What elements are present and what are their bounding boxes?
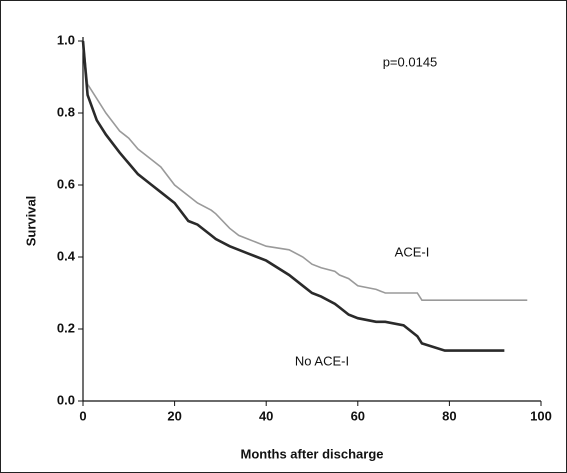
survival-line	[82, 40, 528, 301]
x-tick-label: 20	[167, 408, 181, 423]
annotation: No ACE-I	[295, 353, 349, 368]
x-axis-title: Months after discharge	[240, 446, 383, 461]
y-tick-label: 1.0	[57, 32, 75, 47]
x-tick-label: 0	[79, 408, 86, 423]
y-tick-label: 0.6	[57, 176, 75, 191]
x-tick-label: 100	[530, 408, 552, 423]
x-tick-label: 60	[351, 408, 365, 423]
y-axis-title: Survival	[23, 196, 38, 247]
x-tick-label: 80	[442, 408, 456, 423]
survival-line	[81, 40, 505, 352]
y-tick-label: 0.4	[57, 248, 76, 263]
y-tick-label: 0.2	[57, 320, 75, 335]
y-tick-label: 0.0	[57, 392, 75, 407]
annotation: p=0.0145	[383, 54, 438, 69]
y-tick-label: 0.8	[57, 104, 75, 119]
x-tick-label: 40	[259, 408, 273, 423]
annotation: ACE-I	[395, 244, 430, 259]
